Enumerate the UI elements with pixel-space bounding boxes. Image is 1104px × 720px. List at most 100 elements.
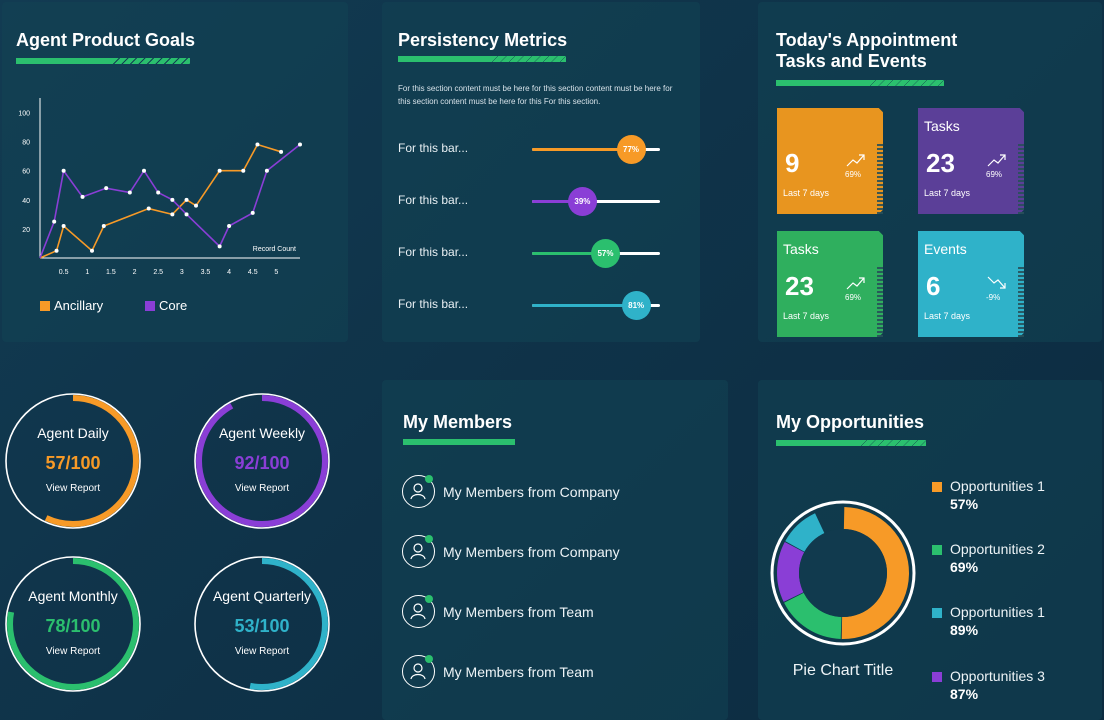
member-list-item[interactable]: My Members from Company (402, 475, 702, 511)
opportunity-legend-name: Opportunities 1 (950, 478, 1045, 494)
persistency-bar-knob[interactable]: 77% (616, 135, 646, 164)
card-value: 6 (926, 271, 941, 301)
y-tick-label: 100 (18, 111, 30, 118)
gauge-progress-arc (7, 395, 139, 527)
opportunities-pie-chart (770, 500, 916, 646)
card-title: Events (924, 241, 967, 257)
pie-center (799, 529, 887, 617)
pie-slice (785, 513, 825, 552)
data-point (142, 168, 146, 173)
opportunity-legend-name: Opportunities 3 (950, 668, 1045, 684)
card-title: Tasks (783, 241, 819, 257)
data-point (194, 203, 198, 208)
legend-ancillary: Ancillary (40, 298, 103, 313)
member-list-item[interactable]: My Members from Company (402, 535, 702, 571)
pie-outline (770, 500, 916, 646)
data-point (80, 194, 85, 199)
persistency-bar-row: For this bar... 81% (398, 290, 668, 320)
data-point (104, 186, 109, 191)
user-avatar-icon (402, 475, 435, 508)
x-tick-label: 1.5 (106, 269, 116, 276)
opportunities-title-bar (776, 440, 926, 446)
y-tick-label: 20 (22, 227, 30, 234)
persistency-bar-knob[interactable]: 39% (567, 187, 597, 216)
data-point (279, 149, 284, 154)
opportunity-legend-swatch (932, 545, 942, 555)
data-point (156, 190, 161, 195)
gauge-ring (194, 556, 330, 692)
data-point (52, 219, 57, 224)
persistency-bar-label: For this bar... (398, 141, 469, 155)
gauge-outline (194, 393, 330, 529)
card-period: Last 7 days (924, 311, 971, 321)
appointment-card[interactable]: Tasks 23 69% Last 7 days (777, 231, 883, 337)
user-avatar-icon (402, 535, 435, 568)
view-report-link[interactable]: View Report (45, 483, 101, 494)
x-tick-label: 4.5 (248, 269, 258, 276)
persistency-bar-track: 77% (532, 135, 660, 164)
gauge-value: 57/100 (45, 453, 101, 473)
persistency-bar-label: For this bar... (398, 245, 469, 259)
view-report-link[interactable]: View Report (234, 483, 290, 494)
card-period: Last 7 days (783, 188, 830, 198)
appointment-card[interactable]: Events 6 -9% Last 7 days (918, 231, 1024, 337)
legend-core: Core (145, 298, 187, 313)
view-report-link[interactable]: View Report (234, 646, 290, 657)
persistency-bar-knob[interactable]: 57% (590, 239, 620, 268)
persistency-title: Persistency Metrics (398, 30, 568, 50)
y-tick-label: 60 (22, 169, 30, 176)
gauge-outline (194, 556, 330, 692)
data-point (217, 168, 222, 173)
appointment-card[interactable]: Tasks 23 69% Last 7 days (918, 108, 1024, 214)
data-point (90, 248, 94, 253)
card-edge-decoration (1018, 144, 1024, 214)
member-label: My Members from Team (443, 604, 594, 620)
opportunity-legend-value: 87% (950, 686, 979, 702)
trend-up-icon (846, 277, 865, 290)
members-title: My Members (403, 412, 513, 432)
y-tick-label: 40 (22, 198, 30, 205)
x-tick-label: 5 (274, 269, 278, 276)
legend-core-label: Core (159, 298, 188, 313)
gauge-title: Agent Quarterly (212, 588, 312, 604)
gauge-progress-arc (196, 395, 328, 527)
member-label: My Members from Company (443, 484, 620, 500)
gauge-value: 78/100 (45, 616, 101, 636)
appointments-title-bar (776, 80, 944, 86)
persistency-bar-knob[interactable]: 81% (621, 291, 651, 320)
product-goals-title-bar (16, 58, 190, 64)
trend-down-icon (987, 276, 1006, 289)
x-tick-label: 4 (227, 269, 231, 276)
member-list-item[interactable]: My Members from Team (402, 655, 702, 691)
data-point (61, 168, 66, 173)
persistency-bar-track: 39% (532, 187, 660, 216)
gauge-value: 92/100 (234, 453, 290, 473)
persistency-title-bar (398, 56, 566, 62)
online-status-dot (425, 535, 433, 543)
gauge-agent-daily: Agent Daily 57/100 View Report (3, 391, 143, 531)
gauge-progress-arc (7, 558, 139, 690)
opportunity-legend-swatch (932, 482, 942, 492)
data-point (101, 224, 106, 228)
card-edge-decoration (877, 144, 883, 214)
member-list-item[interactable]: My Members from Team (402, 595, 702, 631)
appointment-card[interactable]: 9 69% Last 7 days (777, 108, 883, 214)
card-value: 23 (785, 271, 814, 301)
x-tick-label: 0.5 (59, 269, 69, 276)
gauge-agent-weekly: Agent Weekly 92/100 View Report (192, 391, 332, 531)
data-point (61, 224, 66, 228)
gauge-title: Agent Monthly (28, 588, 118, 604)
gauge-title: Agent Weekly (218, 425, 306, 441)
card-period: Last 7 days (783, 311, 830, 321)
opportunity-legend-swatch (932, 672, 942, 682)
data-point (241, 168, 246, 173)
persistency-bar-label: For this bar... (398, 193, 469, 207)
online-status-dot (425, 475, 433, 483)
series-line-core (39, 143, 301, 259)
card-change: -9% (986, 293, 1001, 302)
view-report-link[interactable]: View Report (45, 646, 101, 657)
opportunity-legend-swatch (932, 608, 942, 618)
persistency-bar-row: For this bar... 57% (398, 238, 668, 268)
series-line-ancillary (39, 143, 282, 259)
x-tick-label: 1 (85, 269, 89, 276)
